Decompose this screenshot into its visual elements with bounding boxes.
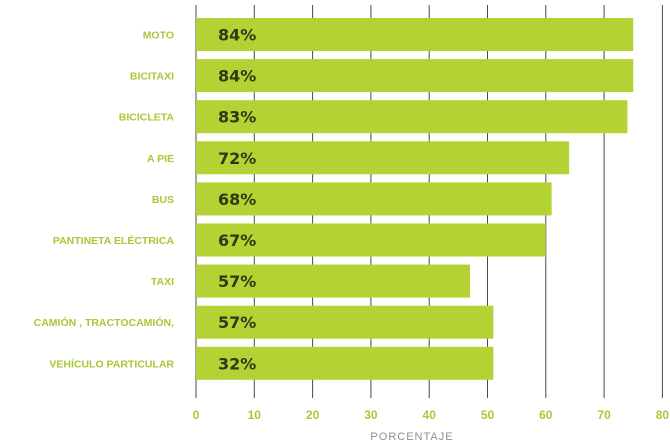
category-label: TAXI [151, 276, 174, 288]
category-label: BUS [152, 194, 174, 206]
category-label: PANTINETA ELÉCTRICA [53, 234, 175, 247]
x-tick-label: 40 [423, 408, 437, 422]
x-tick-label: 60 [539, 408, 553, 422]
bar [196, 182, 552, 216]
bar-value-label: 32% [218, 354, 256, 373]
bar [196, 264, 471, 298]
bar-value-label: 57% [218, 313, 256, 332]
bar-value-label: 83% [218, 108, 256, 127]
bar-value-label: 67% [218, 231, 256, 250]
x-axis-title: PORCENTAJE [370, 431, 453, 443]
category-label: CAMIÓN , TRACTOCAMIÓN, [34, 316, 174, 329]
bars: 84% 84% 83% 72% 68% 67% 57% 57% 32% [196, 18, 634, 380]
bar-value-label: 72% [218, 149, 256, 168]
x-tick-label: 30 [364, 408, 378, 422]
bar-value-label: 68% [218, 190, 256, 209]
category-label: VEHÍCULO PARTICULAR [49, 357, 174, 370]
category-labels: MOTO BICITAXI BICICLETA A PIE BUS PANTINETA E… [34, 30, 175, 371]
bar-value-label: 84% [218, 67, 256, 86]
bar [196, 100, 628, 134]
category-label: A PIE [147, 153, 174, 165]
x-tick-label: 10 [248, 408, 262, 422]
category-label: MOTO [143, 30, 174, 42]
category-label: BICITAXI [130, 71, 174, 83]
x-tick-labels: 0 10 20 30 40 50 60 70 80 [193, 408, 670, 422]
x-tick-label: 50 [481, 408, 495, 422]
bar [196, 18, 634, 51]
x-tick-label: 70 [597, 408, 611, 422]
bar [196, 305, 494, 339]
bar [196, 59, 634, 93]
x-tick-label: 0 [193, 408, 200, 422]
bar [196, 346, 494, 380]
bar [196, 141, 570, 175]
x-tick-label: 20 [306, 408, 320, 422]
x-tick-label: 80 [656, 408, 670, 422]
bar-value-label: 57% [218, 272, 256, 291]
bar-value-label: 84% [218, 26, 256, 45]
bar [196, 223, 546, 257]
category-label: BICICLETA [119, 112, 175, 124]
